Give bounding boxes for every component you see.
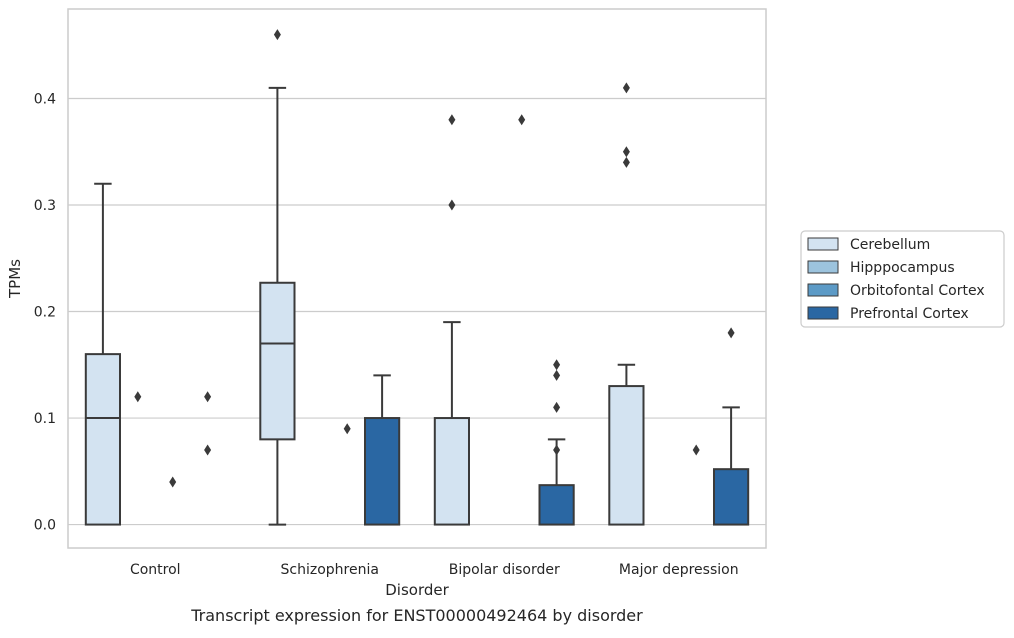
outlier-point bbox=[692, 444, 700, 456]
y-tick-label: 0.1 bbox=[34, 411, 56, 427]
box-0-3 bbox=[608, 82, 645, 526]
outlier-point bbox=[553, 401, 561, 413]
y-axis-label: TPMs bbox=[6, 259, 24, 299]
outlier-point bbox=[204, 391, 212, 403]
legend-swatch bbox=[807, 283, 839, 297]
box-body bbox=[363, 417, 401, 526]
axis-layer: 0.0 0.1 0.2 0.3 0.4 Control Schizophrenia Bipol… bbox=[6, 8, 767, 599]
box-1-0 bbox=[134, 391, 142, 403]
outlier-point bbox=[169, 476, 177, 488]
outlier-point bbox=[448, 114, 456, 126]
box-0-1 bbox=[259, 29, 296, 526]
box-2-1 bbox=[343, 423, 351, 435]
box-3-1 bbox=[363, 374, 401, 526]
box-body bbox=[712, 468, 750, 526]
legend-label: Hipppocampus bbox=[850, 260, 955, 276]
x-tick-label: Major depression bbox=[619, 562, 739, 578]
box-body bbox=[608, 385, 645, 526]
box-body bbox=[433, 417, 471, 526]
box-0-2 bbox=[433, 114, 471, 526]
box-2-0 bbox=[169, 476, 177, 488]
outlier-point bbox=[204, 444, 212, 456]
legend-label: Orbitofontal Cortex bbox=[850, 283, 985, 299]
y-tick-label: 0.3 bbox=[34, 198, 56, 214]
box-2-2 bbox=[518, 114, 526, 126]
y-tick-label: 0.0 bbox=[34, 518, 56, 534]
figure-caption: Transcript expression for ENST0000049246… bbox=[191, 606, 643, 625]
outlier-point bbox=[343, 423, 351, 435]
outlier-point bbox=[622, 146, 630, 158]
outlier-point bbox=[448, 199, 456, 211]
box-3-3 bbox=[712, 327, 750, 526]
legend-swatch bbox=[807, 237, 839, 251]
x-tick-label: Bipolar disorder bbox=[449, 562, 560, 578]
x-axis-label: Disorder bbox=[385, 581, 449, 599]
box-body bbox=[84, 353, 122, 526]
outlier-point bbox=[553, 359, 561, 371]
plot-frame bbox=[67, 8, 767, 549]
legend: Cerebellum Hipppocampus Orbitofontal Corte… bbox=[800, 230, 1005, 328]
outlier-point bbox=[518, 114, 526, 126]
y-tick-label: 0.4 bbox=[34, 91, 56, 107]
y-tick-label: 0.2 bbox=[34, 305, 56, 321]
box-0-0 bbox=[84, 182, 122, 526]
outlier-point bbox=[622, 82, 630, 94]
box-body bbox=[538, 484, 575, 526]
box-3-2 bbox=[538, 359, 575, 526]
outlier-point bbox=[273, 29, 281, 41]
legend-frame bbox=[800, 230, 1005, 328]
box-2-3 bbox=[692, 444, 700, 456]
grid-layer bbox=[68, 97, 766, 526]
box-layer bbox=[84, 29, 750, 526]
x-tick-label: Control bbox=[130, 562, 181, 578]
outlier-point bbox=[553, 369, 561, 381]
legend-label: Cerebellum bbox=[850, 237, 930, 253]
x-tick-label: Schizophrenia bbox=[281, 562, 379, 578]
outlier-point bbox=[134, 391, 142, 403]
outlier-point bbox=[622, 156, 630, 168]
box-body bbox=[259, 281, 296, 441]
box-3-0 bbox=[204, 391, 212, 456]
legend-swatch bbox=[807, 306, 839, 320]
outlier-point bbox=[553, 444, 561, 456]
outlier-point bbox=[727, 327, 735, 339]
legend-swatch bbox=[807, 260, 839, 274]
legend-label: Prefrontal Cortex bbox=[850, 306, 969, 322]
